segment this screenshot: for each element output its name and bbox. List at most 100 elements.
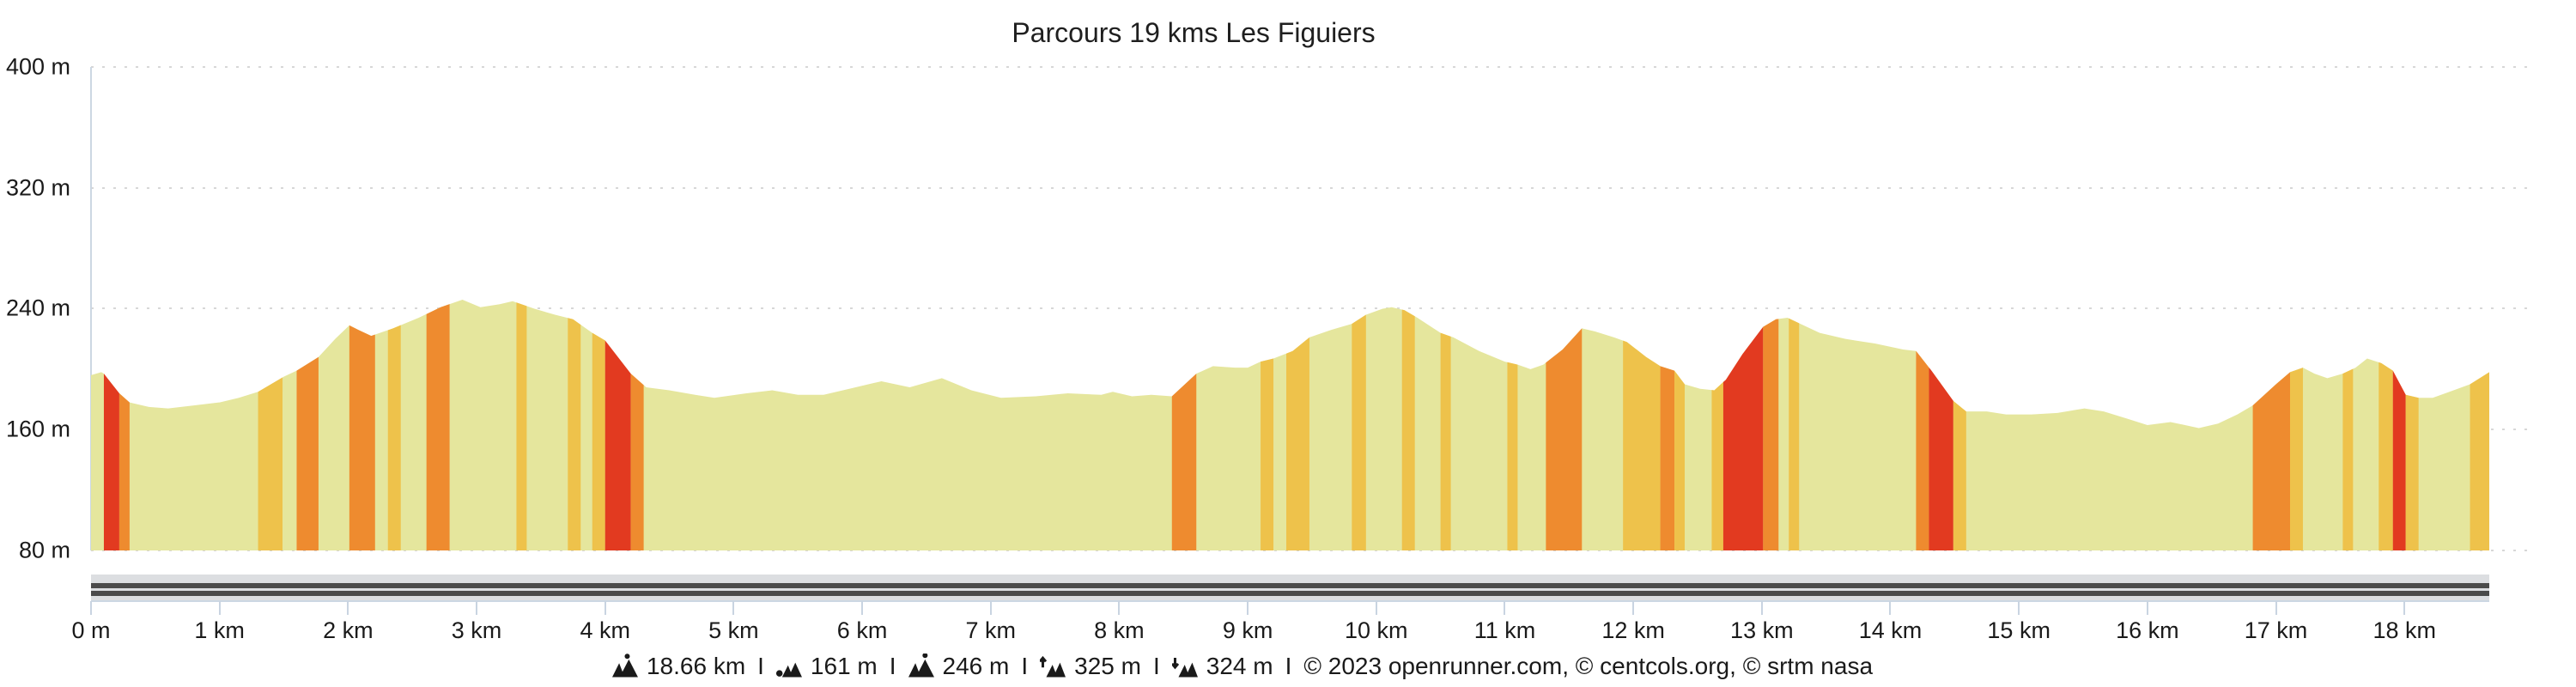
gradient-band-orange bbox=[630, 374, 644, 550]
gradient-band-gold bbox=[1261, 358, 1274, 550]
gradient-band-gold bbox=[1352, 314, 1366, 550]
x-tick-label: 18 km bbox=[2372, 617, 2436, 643]
stat-value: 18.66 km bbox=[646, 653, 746, 679]
gradient-band-gold bbox=[1507, 362, 1518, 550]
y-axis-label: 240 m bbox=[5, 295, 70, 321]
x-tick bbox=[1632, 601, 1635, 615]
x-tick bbox=[2146, 601, 2148, 615]
gradient-band-gold bbox=[387, 325, 401, 550]
stat-item: 161 m bbox=[775, 653, 878, 680]
x-tick bbox=[1375, 601, 1377, 615]
gradient-band-red bbox=[605, 340, 631, 550]
gradient-band-gold bbox=[1953, 400, 1966, 550]
stat-separator: I bbox=[889, 653, 896, 679]
x-tick bbox=[90, 601, 92, 615]
gradient-band-gold bbox=[2342, 368, 2354, 550]
gradient-band-gold bbox=[1623, 340, 1661, 550]
gradient-band-gold bbox=[568, 318, 581, 550]
gradient-band-red bbox=[1722, 326, 1764, 550]
x-tick-label: 1 km bbox=[194, 617, 245, 643]
stat-item: 246 m bbox=[908, 653, 1009, 680]
x-tick bbox=[1247, 601, 1249, 615]
x-tick-label: 15 km bbox=[1987, 617, 2050, 643]
x-tick bbox=[2275, 601, 2277, 615]
descent-icon bbox=[1171, 658, 1198, 678]
x-tick bbox=[2018, 601, 2020, 615]
x-tick-label: 11 km bbox=[1473, 617, 1536, 643]
gradient-band-gold bbox=[592, 332, 605, 550]
slider-stripe-bottom bbox=[91, 591, 2489, 596]
y-axis-line bbox=[90, 66, 92, 550]
stats-bar: 18.66 km I 161 m I 246 m I 325 m I 324 m I © 2023 … bbox=[611, 646, 1874, 687]
stat-item: 324 m bbox=[1171, 653, 1273, 680]
x-tick-label: 8 km bbox=[1094, 617, 1145, 643]
x-tick bbox=[2403, 601, 2406, 615]
x-tick-label: 13 km bbox=[1730, 617, 1794, 643]
x-tick-label: 17 km bbox=[2244, 617, 2308, 643]
x-tick-label: 12 km bbox=[1601, 617, 1665, 643]
gradient-band-gold bbox=[1711, 381, 1723, 550]
chart-title: Parcours 19 kms Les Figuiers bbox=[1012, 17, 1376, 48]
gradient-band-orange bbox=[296, 356, 319, 550]
x-tick-label: 3 km bbox=[451, 617, 502, 643]
gradient-band-gold bbox=[2470, 372, 2489, 550]
slider-stripe-top bbox=[91, 583, 2489, 588]
x-tick bbox=[1504, 601, 1506, 615]
gradient-band-gold bbox=[1286, 337, 1309, 550]
gradient-band-gold bbox=[516, 302, 527, 550]
x-tick-label: 4 km bbox=[580, 617, 630, 643]
gradient-band-orange bbox=[1546, 328, 1583, 550]
gradient-band-gold bbox=[2379, 362, 2393, 550]
gradient-band-orange bbox=[118, 393, 130, 550]
x-tick bbox=[1889, 601, 1892, 615]
y-axis-label: 80 m bbox=[18, 537, 70, 563]
gradient-band-gold bbox=[1401, 309, 1415, 550]
y-axis-label: 400 m bbox=[5, 53, 70, 80]
x-tick-label: 2 km bbox=[323, 617, 374, 643]
gradient-band-orange bbox=[349, 325, 375, 550]
gradient-band-gold bbox=[2405, 394, 2419, 550]
x-tick bbox=[1118, 601, 1121, 615]
x-tick-label: 5 km bbox=[708, 617, 759, 643]
copyright-text: © 2023 openrunner.com, © centcols.org, ©… bbox=[1303, 653, 1874, 679]
gradient-band-gold bbox=[1674, 370, 1686, 550]
gradient-band-gold bbox=[258, 377, 283, 550]
x-tick-label: 0 m bbox=[71, 617, 111, 643]
stat-separator: I bbox=[757, 653, 764, 679]
stat-item: 18.66 km bbox=[611, 653, 746, 680]
gradient-band-gold bbox=[1789, 318, 1800, 550]
distance-icon bbox=[611, 654, 638, 678]
y-axis-label: 160 m bbox=[5, 416, 70, 442]
x-tick bbox=[218, 601, 221, 615]
y-axis-label: 320 m bbox=[5, 174, 70, 201]
stat-separator: I bbox=[1021, 653, 1029, 679]
gridline-240m bbox=[91, 307, 2535, 310]
x-tick bbox=[732, 601, 735, 615]
gridline-80m bbox=[91, 550, 2535, 551]
gradient-band-orange bbox=[1171, 374, 1197, 550]
stat-value: 324 m bbox=[1206, 653, 1273, 679]
x-tick-label: 9 km bbox=[1222, 617, 1273, 643]
distance-slider[interactable] bbox=[91, 575, 2489, 602]
x-tick bbox=[604, 601, 606, 615]
max-altitude-icon bbox=[908, 654, 934, 678]
gridline-320m bbox=[91, 186, 2535, 189]
x-tick-label: 6 km bbox=[836, 617, 888, 643]
x-tick bbox=[989, 601, 992, 615]
x-tick bbox=[1760, 601, 1763, 615]
profile-area[interactable] bbox=[91, 62, 2489, 550]
x-tick-label: 10 km bbox=[1345, 617, 1408, 643]
gradient-band-gold bbox=[2289, 368, 2303, 550]
gradient-band-gold bbox=[1440, 332, 1451, 550]
x-tick-label: 7 km bbox=[965, 617, 1016, 643]
x-tick-label: 14 km bbox=[1858, 617, 1923, 643]
stat-value: 161 m bbox=[810, 653, 878, 679]
stat-separator: I bbox=[1285, 653, 1292, 679]
x-tick bbox=[347, 601, 349, 615]
stat-item: 325 m bbox=[1040, 653, 1141, 680]
stat-separator: I bbox=[1152, 653, 1160, 679]
gradient-band-red bbox=[103, 374, 119, 550]
x-tick-label: 16 km bbox=[2116, 617, 2179, 643]
gradient-band-red bbox=[1929, 367, 1953, 550]
